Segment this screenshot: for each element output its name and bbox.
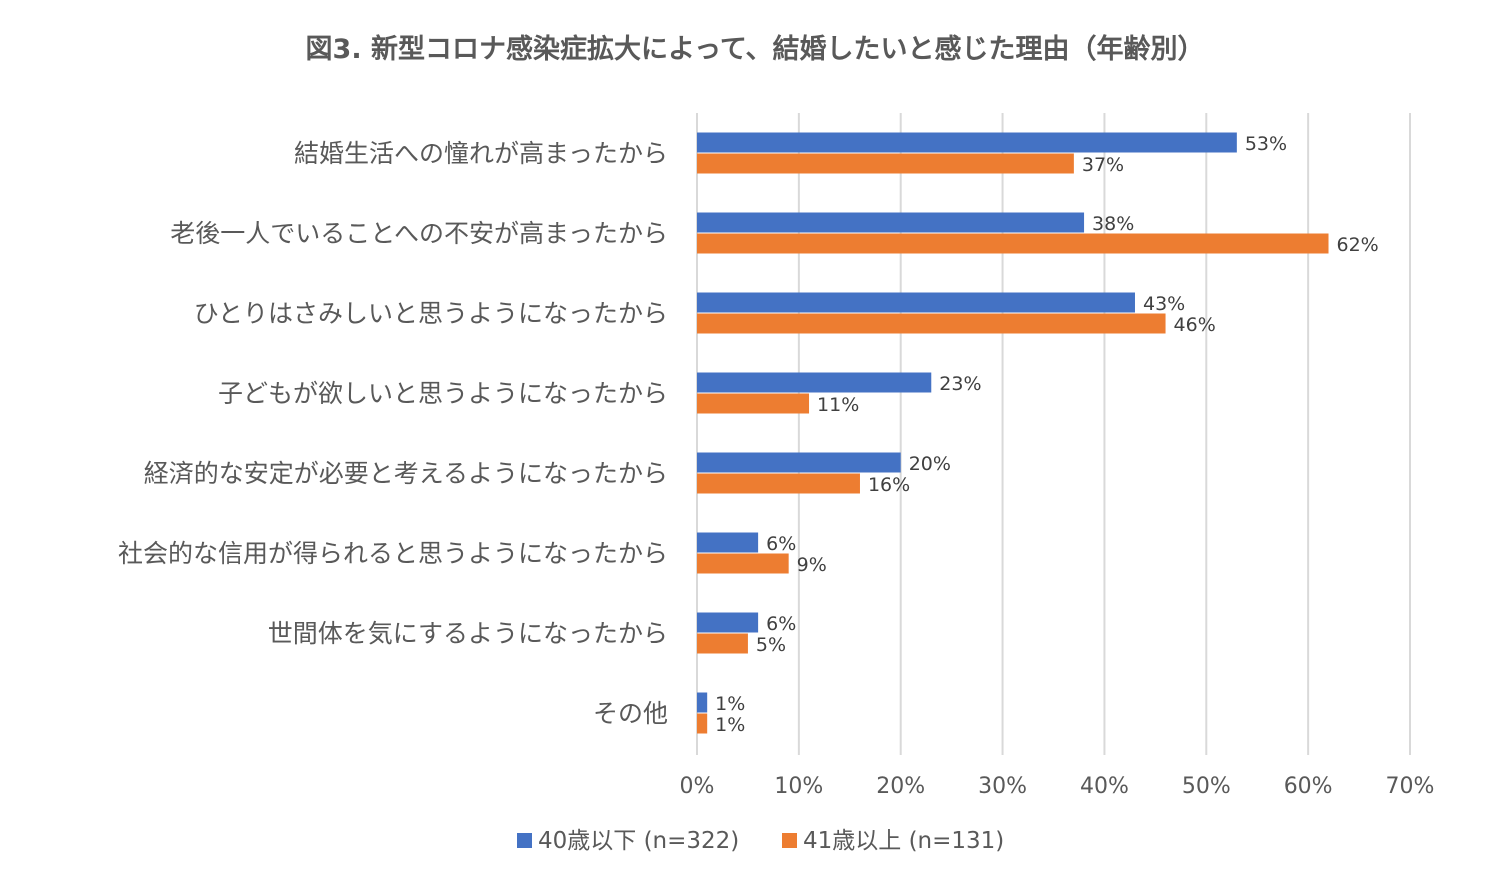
gridlines (696, 113, 1411, 755)
data-labels: 53% 38% 43% 23% 20% 6% 6% 1% 37% 62% 46% 11% 16% 9% 5%… (715, 133, 1379, 736)
bar-series-1 (697, 452, 901, 473)
category-label: 社会的な信用が得られると思うようになったから (118, 539, 668, 568)
data-label: 38% (1092, 213, 1134, 235)
bar-series-2 (697, 153, 1074, 174)
x-tick-label: 30% (978, 774, 1027, 799)
bar-series-1 (697, 372, 932, 393)
x-tick-label: 40% (1080, 774, 1129, 799)
bar-series-2 (697, 393, 810, 414)
data-label: 11% (817, 394, 859, 416)
data-label: 62% (1337, 234, 1379, 256)
bar-series-1 (697, 612, 759, 633)
category-label: ひとりはさみしいと思うようになったから (194, 299, 668, 328)
x-tick-label: 60% (1284, 774, 1333, 799)
data-label: 6% (766, 613, 796, 635)
bar-series-1 (697, 692, 708, 713)
x-tick-label: 10% (774, 774, 823, 799)
data-label: 16% (868, 474, 910, 496)
data-label: 20% (909, 453, 951, 475)
legend: 40歳以下 (n=322) 41歳以上 (n=131) (517, 828, 1004, 854)
data-label: 53% (1245, 133, 1287, 155)
data-label: 5% (756, 634, 786, 656)
bar-series-1 (697, 292, 1135, 313)
data-label: 23% (939, 373, 981, 395)
x-tick-label: 20% (876, 774, 925, 799)
bar-series-2 (697, 233, 1329, 254)
x-tick-label: 0% (680, 774, 715, 799)
bar-series-2 (697, 633, 748, 654)
bar-series-2 (697, 713, 708, 734)
data-label: 1% (715, 714, 745, 736)
legend-label: 40歳以下 (n=322) (538, 828, 739, 854)
data-label: 6% (766, 533, 796, 555)
bar-series-1 (697, 132, 1237, 153)
x-tick-label: 50% (1182, 774, 1231, 799)
bars (697, 132, 1329, 734)
data-label: 9% (797, 554, 827, 576)
bar-series-1 (697, 212, 1085, 233)
x-tick-label: 70% (1386, 774, 1435, 799)
category-label: その他 (593, 699, 668, 728)
bar-series-2 (697, 553, 789, 574)
category-label: 子どもが欲しいと思うようになったから (218, 379, 668, 408)
data-label: 1% (715, 693, 745, 715)
bar-series-2 (697, 473, 860, 494)
category-label: 世間体を気にするようになったから (268, 619, 668, 648)
data-label: 46% (1174, 314, 1216, 336)
category-label: 経済的な安定が必要と考えるようになったから (144, 459, 668, 488)
data-label: 37% (1082, 154, 1124, 176)
category-labels: 結婚生活への憧れが高まったから老後一人でいることへの不安が高まったからひとりはさ… (118, 139, 668, 728)
legend-label: 41歳以上 (n=131) (803, 828, 1004, 854)
legend-swatch-series-1 (517, 833, 532, 848)
x-axis-ticks: 0% 10% 20% 30% 40% 50% 60% 70% (680, 774, 1435, 799)
data-label: 43% (1143, 293, 1185, 315)
category-label: 結婚生活への憧れが高まったから (294, 139, 668, 168)
bar-series-1 (697, 532, 759, 553)
legend-swatch-series-2 (782, 833, 797, 848)
bar-series-2 (697, 313, 1166, 334)
category-label: 老後一人でいることへの不安が高まったから (170, 219, 668, 248)
chart-title: 図3. 新型コロナ感染症拡大によって、結婚したいと感じた理由（年齢別） (306, 33, 1205, 65)
